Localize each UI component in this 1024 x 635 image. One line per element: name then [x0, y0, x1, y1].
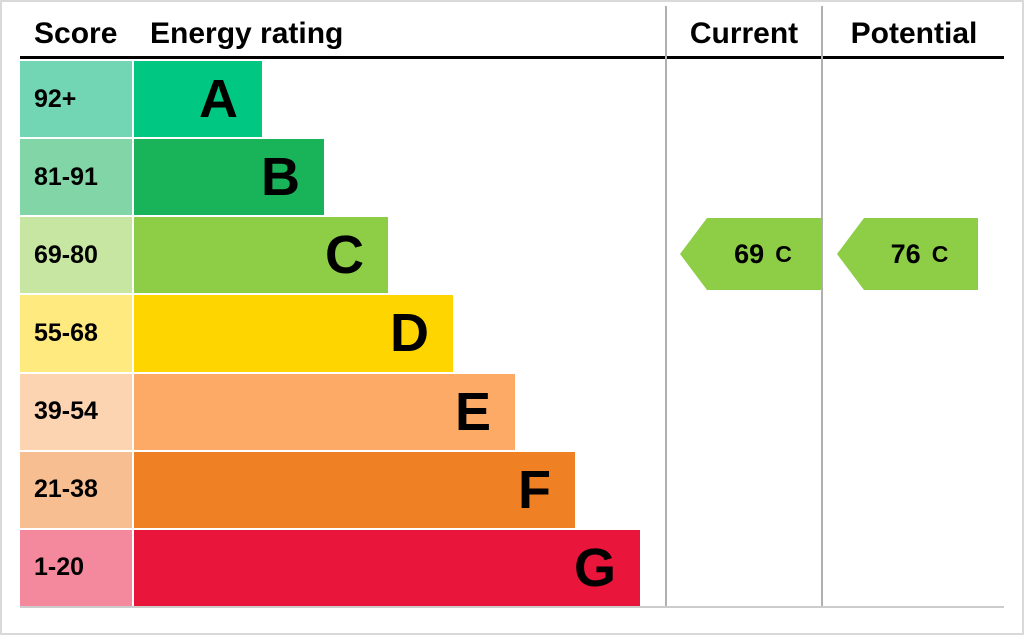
rating-bar: C: [134, 217, 388, 294]
potential-column-divider: [821, 6, 823, 608]
band-row-f: 21-38 F: [20, 451, 640, 528]
current-rating-arrow: 69 C: [680, 218, 822, 290]
header-score-label: Score: [34, 17, 118, 50]
band-row-b: 81-91 B: [20, 139, 640, 216]
rating-letter: C: [325, 225, 364, 286]
score-cell: 81-91: [20, 139, 132, 216]
score-cell: 1-20: [20, 529, 132, 606]
score-range-label: 21-38: [34, 475, 98, 504]
rating-letter: D: [390, 303, 429, 364]
current-column-divider: [665, 6, 667, 608]
rating-bar: A: [134, 61, 262, 138]
band-row-e: 39-54 E: [20, 373, 640, 450]
potential-rating-arrow: 76 C: [837, 218, 978, 290]
header-divider-rule: [20, 56, 1004, 59]
rating-bar: G: [134, 529, 640, 606]
header-energy-rating-label: Energy rating: [150, 17, 344, 50]
rating-letter: A: [199, 69, 238, 130]
score-range-label: 39-54: [34, 397, 98, 426]
chart-bottom-rule: [20, 606, 1004, 608]
score-cell: 92+: [20, 61, 132, 138]
rating-bar: E: [134, 373, 515, 450]
potential-band-letter: C: [931, 240, 949, 267]
score-cell: 21-38: [20, 451, 132, 528]
band-row-a: 92+ A: [20, 61, 640, 138]
band-row-c: 69-80 C: [20, 217, 640, 294]
rating-letter: B: [261, 147, 300, 208]
current-score-value: 69: [734, 238, 765, 269]
rating-letter: G: [573, 537, 616, 598]
header-potential-label: Potential: [850, 17, 978, 50]
score-range-label: 1-20: [34, 553, 85, 582]
header-current-label: Current: [689, 17, 799, 50]
score-cell: 55-68: [20, 295, 132, 372]
rating-bar: D: [134, 295, 453, 372]
score-range-label: 69-80: [34, 240, 98, 269]
band-rows: 92+ A 81-91 B 69-80 C 55-68: [20, 61, 640, 606]
band-row-d: 55-68 D: [20, 295, 640, 372]
score-cell: 39-54: [20, 373, 132, 450]
score-range-label: 81-91: [34, 162, 98, 191]
current-band-letter: C: [775, 240, 792, 267]
band-row-g: 1-20 G: [20, 529, 640, 606]
rating-bar: B: [134, 139, 324, 216]
rating-letter: F: [518, 459, 551, 520]
score-cell: 69-80: [20, 217, 132, 294]
rating-letter: E: [454, 381, 491, 442]
potential-score-value: 76: [890, 238, 921, 269]
score-range-label: 55-68: [34, 318, 98, 347]
score-range-label: 92+: [34, 84, 77, 113]
rating-bar: F: [134, 451, 575, 528]
